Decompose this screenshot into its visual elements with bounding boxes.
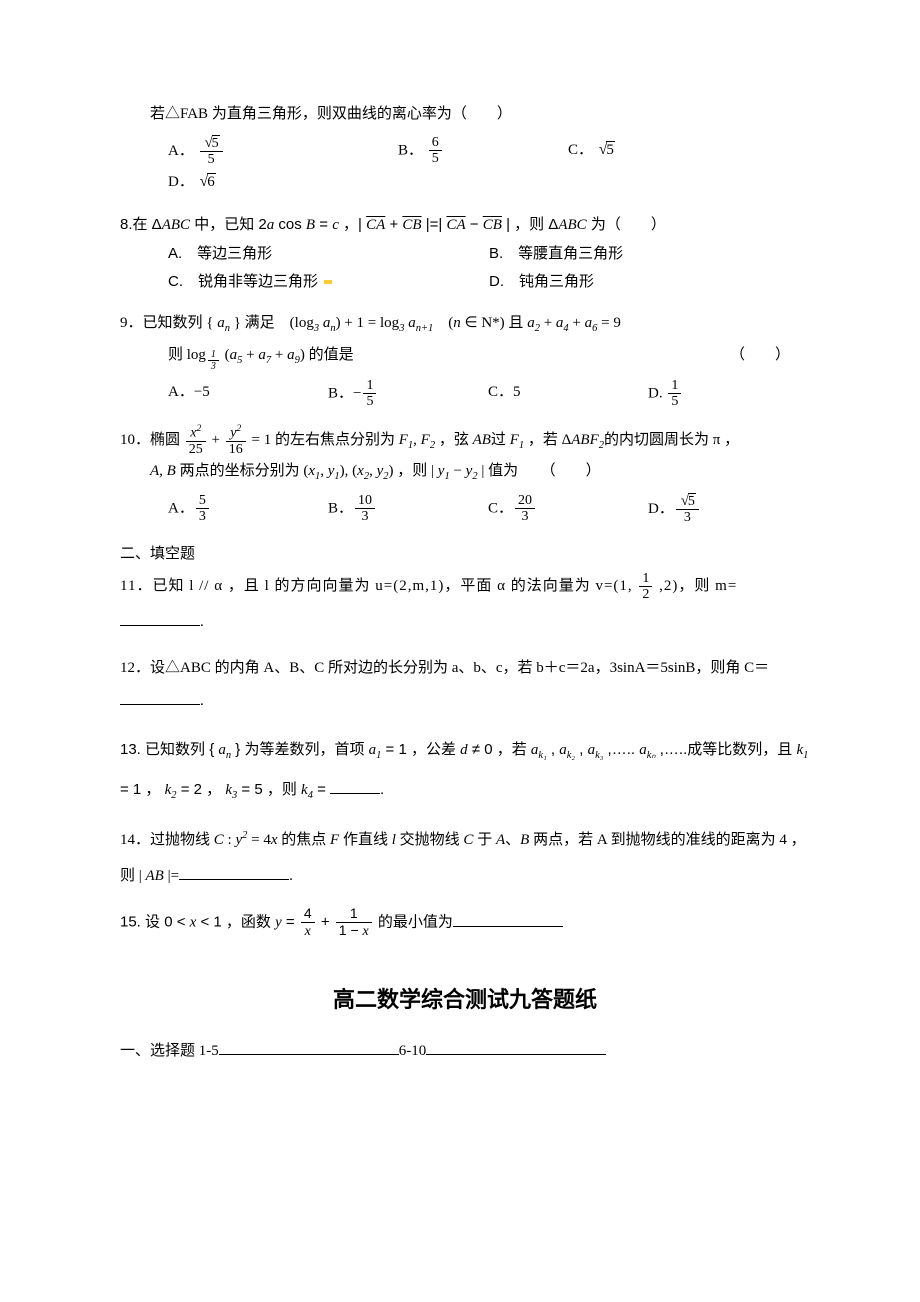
q7-opt-a: A． 55 [168,135,398,168]
blank-input[interactable] [426,1039,606,1055]
q9-stem-line1: 9．已知数列 { an } 满足 (log3 an) + 1 = log3 an… [120,309,810,339]
q10-opt-c: C．203 [488,493,648,526]
q8-opt-a: A. 等边三角形 [168,240,489,269]
answer-sheet-title: 高二数学综合测试九答题纸 [120,979,810,1021]
q8-stem: 8.在 ΔABC 中，已知 2a cos B = c ，| CA + CB |=… [120,211,810,240]
section-2-heading: 二、填空题 [120,540,810,569]
q14: 14．过抛物线 C : y2 = 4x 的焦点 F 作直线 l 交抛物线 C 于… [120,822,810,894]
q10-opt-d: D．53 [648,493,798,526]
q13: 13. 已知数列 { an } 为等差数列，首项 a1 = 1 ，公差 d ≠ … [120,730,810,810]
blank-input[interactable] [120,610,200,626]
q7-opt-d: D． 6 [168,167,318,197]
blank-input[interactable] [330,778,380,794]
q10-stem-line1: 10．椭圆 x225 + y216 = 1 的左右焦点分别为 F1, F2 ，弦… [120,424,810,457]
highlight-dot [324,280,332,284]
q8-opt-c: C. 锐角非等边三角形 [168,268,489,297]
q15: 15. 设 0 < x < 1 ，函数 y = 4x + 11 − x 的最小值… [120,906,810,939]
q7-stem: 若△FAB 为直角三角形，则双曲线的离心率为（ ） [120,100,810,129]
q10-stem-line2: A, B 两点的坐标分别为 (x1, y1), (x2, y2) ，则 | y1… [120,457,810,487]
q9-opt-d: D. 15 [648,378,798,410]
q9-opt-b: B．−15 [328,378,488,410]
blank-input[interactable] [453,911,563,927]
q8-opt-d: D. 钝角三角形 [489,268,810,297]
q11: 11．已知 l // α ，且 l 的方向向量为 u=(2,m,1)，平面 α … [120,568,810,640]
q7-opt-b: B． 65 [398,135,568,168]
blank-input[interactable] [179,864,289,880]
blank-input[interactable] [120,689,200,705]
answer-row: 一、选择题 1-56-10 [120,1037,810,1066]
q9-opt-c: C．5 [488,378,648,410]
q7-opt-c: C． 5 [568,135,728,168]
q8-opt-b: B. 等腰直角三角形 [489,240,810,269]
q12: 12．设△ABC 的内角 A、B、C 所对边的长分别为 a、b、c，若 b＋c＝… [120,652,810,718]
q9-opt-a: A．−5 [168,378,328,410]
q8-options: A. 等边三角形 B. 等腰直角三角形 C. 锐角非等边三角形 D. 钝角三角形 [120,240,810,297]
q10-opt-b: B．103 [328,493,488,526]
q9-stem-line2: 则 log13 (a5 + a7 + a9) 的值是 （ ） [120,339,810,372]
q7-options: A． 55 B． 65 C． 5 D． 6 [120,135,810,198]
q10-opt-a: A．53 [168,493,328,526]
q9-options: A．−5 B．−15 C．5 D. 15 [120,378,810,410]
q10-options: A．53 B．103 C．203 D．53 [120,493,810,526]
blank-input[interactable] [219,1039,399,1055]
